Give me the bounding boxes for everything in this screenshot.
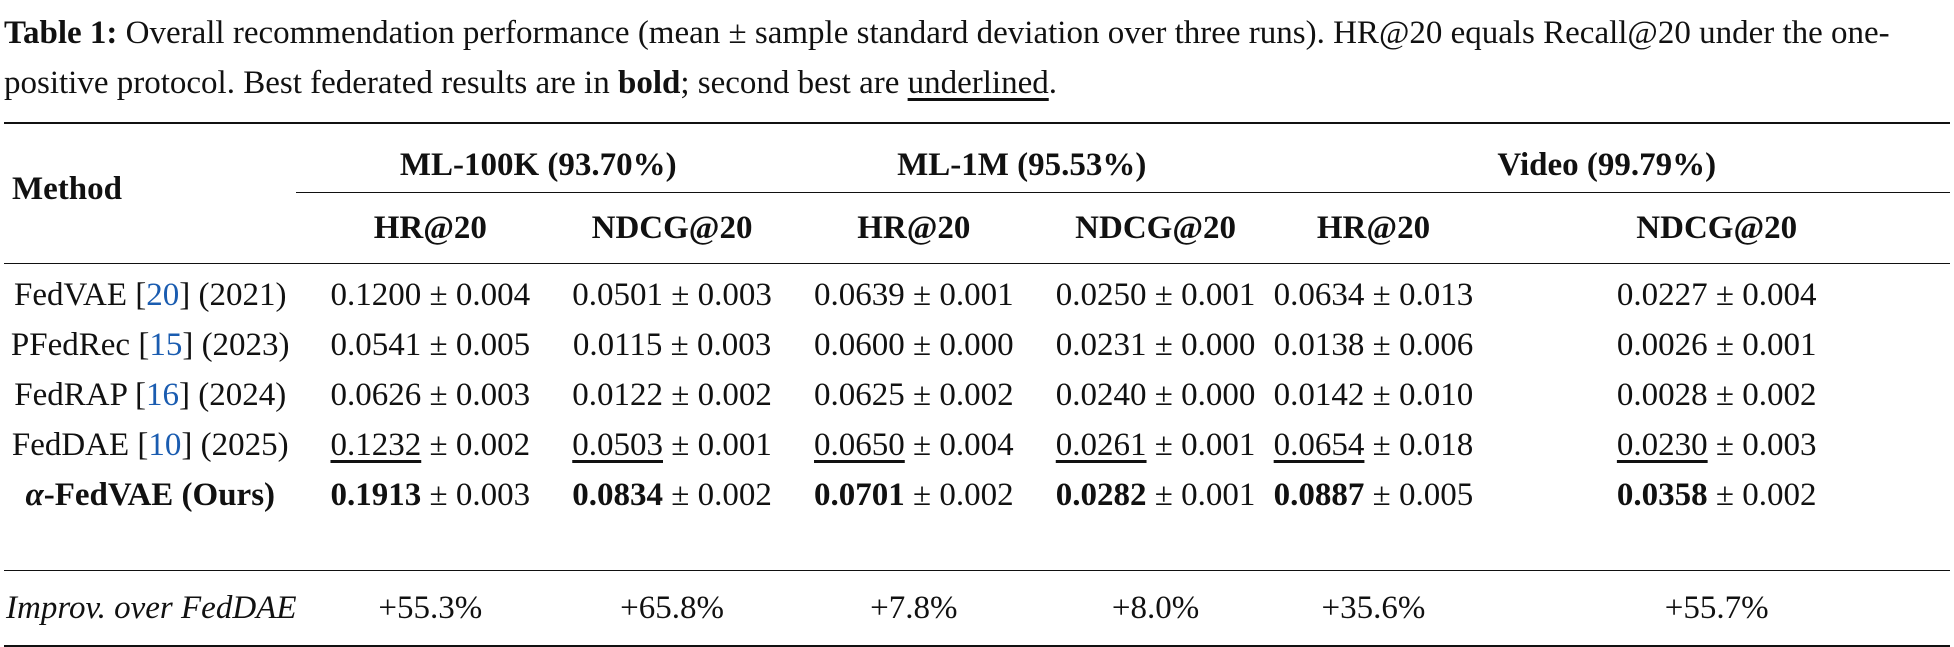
metric-header: NDCG@20: [591, 209, 753, 246]
method-year: ] (2023): [182, 326, 290, 363]
header-metric-row: HR@20 NDCG@20 HR@20 NDCG@20 HR@20 NDCG@2…: [4, 193, 1950, 264]
caption-text-1: Overall recommendation performance (mean…: [4, 15, 1890, 101]
method-cell: FedRAP [16] (2024): [4, 370, 296, 420]
value-cell: 0.0230 ± 0.003: [1616, 426, 1817, 463]
value-cell: 0.0231 ± 0.000: [1055, 326, 1256, 363]
value-cell: 0.0240 ± 0.000: [1055, 376, 1256, 413]
value-cell: 0.0227 ± 0.004: [1616, 276, 1817, 313]
improvement-section: Improv. over FedDAE +55.3% +65.8% +7.8% …: [4, 570, 1950, 647]
table-row: FedRAP [16] (2024) 0.0626 ± 0.003 0.0122…: [4, 370, 1950, 420]
group-header-ml1m: ML-1M (95.53%): [780, 123, 1264, 193]
value-cell: 0.0358 ± 0.002: [1616, 476, 1817, 513]
value-cell: 0.0261 ± 0.001: [1055, 426, 1256, 463]
table-row-ours: α-FedVAE (Ours) 0.1913 ± 0.003 0.0834 ± …: [4, 470, 1950, 520]
caption-label: Table 1:: [4, 15, 118, 51]
metric-header: NDCG@20: [1636, 209, 1798, 246]
table-body: FedVAE [20] (2021) 0.1200 ± 0.004 0.0501…: [4, 263, 1950, 571]
caption-text-2: ; second best are: [680, 65, 908, 101]
value-cell: 0.0541 ± 0.005: [330, 326, 531, 363]
value-cell: 0.0834 ± 0.002: [572, 476, 772, 513]
method-cell: FedVAE [20] (2021): [4, 264, 296, 321]
method-name: -FedVAE (Ours): [43, 476, 276, 513]
value-cell: 0.0639 ± 0.001: [814, 276, 1014, 313]
method-name: FedDAE [: [11, 426, 149, 463]
improvement-value: +7.8%: [870, 589, 958, 626]
method-cell: α-FedVAE (Ours): [4, 470, 296, 520]
method-cell: PFedRec [15] (2023): [4, 320, 296, 370]
value-cell: 0.0654 ± 0.018: [1273, 426, 1474, 463]
header-group-row: Method ML-100K (93.70%) ML-1M (95.53%) V…: [4, 123, 1950, 207]
metric-header: NDCG@20: [1075, 209, 1237, 246]
caption-underlined-word: underlined: [907, 65, 1049, 101]
value-cell: 0.0634 ± 0.013: [1273, 276, 1474, 313]
method-cell: FedDAE [10] (2025): [4, 420, 296, 470]
value-cell: 0.0026 ± 0.001: [1616, 326, 1817, 363]
improvement-value: +65.8%: [620, 589, 724, 626]
citation-link[interactable]: 15: [149, 326, 183, 363]
method-year: ] (2024): [178, 376, 287, 413]
value-cell: 0.0650 ± 0.004: [814, 426, 1014, 463]
method-name: FedVAE [: [13, 276, 147, 313]
improvement-value: +35.6%: [1321, 589, 1426, 626]
value-cell: 0.0142 ± 0.010: [1273, 376, 1474, 413]
improvement-row: Improv. over FedDAE +55.3% +65.8% +7.8% …: [4, 570, 1950, 647]
value-cell: 0.0887 ± 0.005: [1273, 476, 1474, 513]
table-header: Method ML-100K (93.70%) ML-1M (95.53%) V…: [4, 123, 1950, 264]
alpha-symbol: α: [25, 476, 44, 513]
table-row-second-best: FedDAE [10] (2025) 0.1232 ± 0.002 0.0503…: [4, 420, 1950, 470]
method-name: FedRAP [: [14, 376, 146, 413]
caption-bold-word: bold: [617, 65, 681, 101]
row-spacer: [4, 520, 1950, 571]
improvement-label: Improv. over FedDAE: [6, 589, 297, 626]
method-name: PFedRec [: [10, 326, 150, 363]
value-cell: 0.0250 ± 0.001: [1055, 276, 1256, 313]
value-cell: 0.0701 ± 0.002: [814, 476, 1014, 513]
results-table: Method ML-100K (93.70%) ML-1M (95.53%) V…: [4, 122, 1950, 647]
value-cell: 0.1232 ± 0.002: [330, 426, 531, 463]
table-row: PFedRec [15] (2023) 0.0541 ± 0.005 0.011…: [4, 320, 1950, 370]
value-cell: 0.1913 ± 0.003: [330, 476, 531, 513]
metric-header: HR@20: [1316, 209, 1431, 246]
method-year: ] (2021): [179, 276, 287, 313]
caption-text-end: .: [1048, 65, 1057, 101]
citation-link[interactable]: 16: [145, 376, 179, 413]
table-caption: Table 1: Overall recommendation performa…: [4, 8, 1950, 108]
metric-header: HR@20: [373, 209, 487, 246]
value-cell: 0.0138 ± 0.006: [1273, 326, 1474, 363]
value-cell: 0.0625 ± 0.002: [814, 376, 1014, 413]
value-cell: 0.0600 ± 0.000: [814, 326, 1014, 363]
improvement-value: +55.3%: [378, 589, 483, 626]
metric-header: HR@20: [857, 209, 971, 246]
value-cell: 0.0501 ± 0.003: [572, 276, 772, 313]
improvement-value: +55.7%: [1664, 589, 1769, 626]
method-header: Method: [12, 171, 122, 207]
value-cell: 0.0282 ± 0.001: [1055, 476, 1256, 513]
improvement-value: +8.0%: [1111, 589, 1200, 626]
value-cell: 0.0115 ± 0.003: [572, 326, 772, 363]
citation-link[interactable]: 20: [146, 276, 180, 313]
method-year: ] (2025): [181, 426, 289, 463]
value-cell: 0.1200 ± 0.004: [330, 276, 531, 313]
value-cell: 0.0028 ± 0.002: [1616, 376, 1817, 413]
value-cell: 0.0503 ± 0.001: [572, 426, 772, 463]
table-row: FedVAE [20] (2021) 0.1200 ± 0.004 0.0501…: [4, 263, 1950, 321]
citation-link[interactable]: 10: [148, 426, 182, 463]
value-cell: 0.0626 ± 0.003: [330, 376, 531, 413]
group-header-ml100k: ML-100K (93.70%): [296, 123, 781, 193]
value-cell: 0.0122 ± 0.002: [572, 376, 772, 413]
group-header-video: Video (99.79%): [1263, 123, 1950, 193]
